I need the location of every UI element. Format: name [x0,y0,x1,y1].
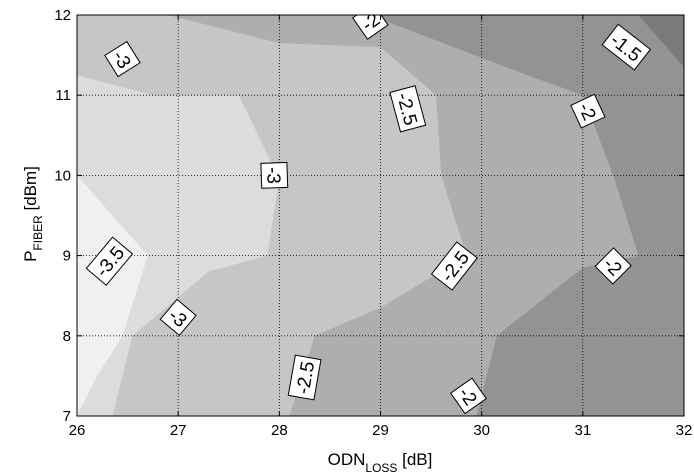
contour-label: -2 [594,247,632,285]
y-axis-label-unit: [dBm] [21,166,40,215]
contour-label-box [104,40,141,78]
x-tick-label: 32 [676,422,693,439]
contour-bands [77,15,684,416]
y-tick-label: 12 [54,7,71,24]
x-tick-label: 29 [372,422,389,439]
x-tick-label: 27 [170,422,187,439]
y-axis-label-main: P [21,251,40,262]
x-axis-label-unit: [dB] [397,450,432,469]
contour-label-box [594,247,632,285]
x-tick-label: 31 [574,422,591,439]
x-axis-label-main: ODN [328,450,366,469]
contour-label-box [430,241,478,291]
contour-labels: -3-3-3.5-3-2-2.5-2.5-2.5-2-2-2-1.5 [85,15,652,415]
contour-label-box [352,15,389,40]
contour-band [77,15,118,52]
x-axis-label: ODNLOSS [dB] [328,450,433,472]
contour-label-box [287,354,322,401]
contour-label-box [449,377,487,415]
contour-label-box [601,23,652,71]
y-tick-label: 10 [54,167,71,184]
contour-label: -3 [104,40,141,78]
contour-label-box [260,161,289,189]
x-tick-label: 28 [271,422,288,439]
contour-label-box [570,93,606,129]
y-axis-label-sub: FIBER [31,215,45,251]
y-tick-label: 7 [63,408,71,425]
axis-ticks: 26 27 28 29 30 31 32 7 8 9 10 11 12 [54,7,692,439]
contour-label-text: -3 [262,167,284,185]
contour-label: -2 [570,93,606,129]
y-axis-label: PFIBER [dBm] [21,166,45,262]
y-tick-label: 8 [63,328,71,345]
x-tick-label: 26 [69,422,86,439]
x-axis-label-sub: LOSS [365,461,397,472]
contour-label-box [85,236,134,286]
contour-band [77,175,148,416]
contour-label-box [389,85,427,133]
contour-label: -2 [352,15,389,40]
contour-label: -3 [159,298,197,337]
contour-label-box [159,298,197,337]
y-tick-label: 9 [63,248,71,265]
contour-label: -2.5 [287,354,322,401]
y-tick-label: 11 [55,87,71,104]
contour-label: -3 [260,161,289,189]
grid-lines [77,15,684,416]
contour-label: -3.5 [85,236,134,286]
x-tick-label: 30 [473,422,490,439]
